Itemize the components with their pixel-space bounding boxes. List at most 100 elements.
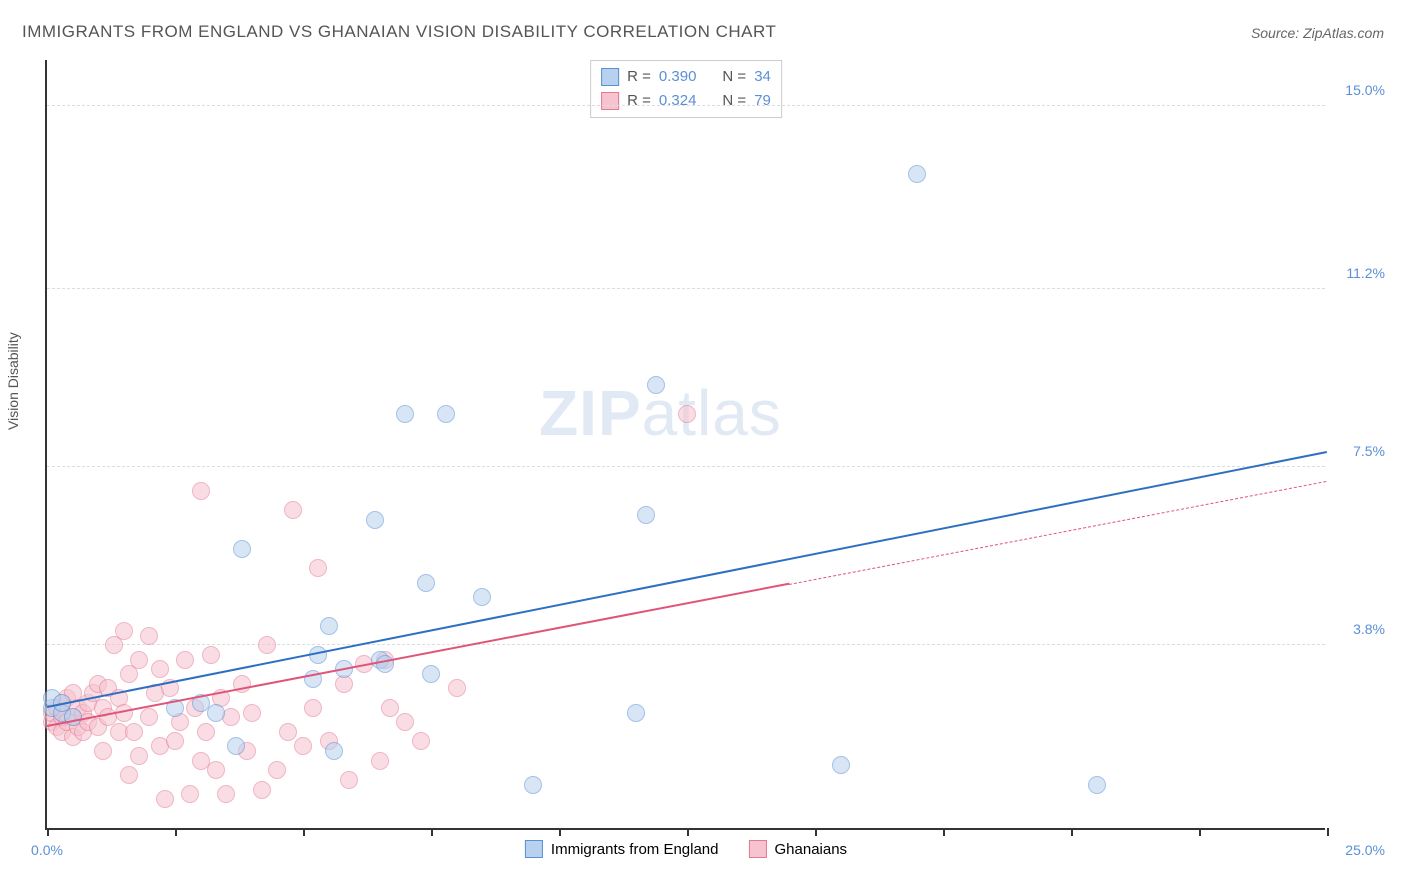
scatter-point-england — [908, 165, 926, 183]
scatter-point-england — [233, 540, 251, 558]
scatter-point-ghana — [115, 622, 133, 640]
chart-title: IMMIGRANTS FROM ENGLAND VS GHANAIAN VISI… — [22, 22, 776, 42]
x-tick — [559, 828, 561, 836]
scatter-point-ghana — [294, 737, 312, 755]
plot-area: ZIPatlas R = 0.390 N = 34 R = 0.324 N = … — [45, 60, 1325, 830]
scatter-point-ghana — [181, 785, 199, 803]
scatter-point-england — [647, 376, 665, 394]
x-tick — [47, 828, 49, 836]
watermark-bold: ZIP — [539, 377, 642, 449]
n-value-ghana: 79 — [754, 89, 771, 113]
scatter-point-ghana — [412, 732, 430, 750]
scatter-point-england — [1088, 776, 1106, 794]
scatter-point-ghana — [202, 646, 220, 664]
trend-line-england — [47, 451, 1327, 708]
x-tick-label: 0.0% — [31, 842, 63, 858]
scatter-point-ghana — [130, 747, 148, 765]
swatch-ghana — [601, 92, 619, 110]
scatter-point-ghana — [284, 501, 302, 519]
scatter-point-ghana — [217, 785, 235, 803]
scatter-point-ghana — [253, 781, 271, 799]
legend-row-ghana: R = 0.324 N = 79 — [601, 89, 771, 113]
scatter-point-ghana — [140, 708, 158, 726]
scatter-point-england — [366, 511, 384, 529]
scatter-point-ghana — [340, 771, 358, 789]
r-label: R = — [627, 65, 651, 89]
x-tick — [303, 828, 305, 836]
scatter-point-ghana — [140, 627, 158, 645]
scatter-point-ghana — [309, 559, 327, 577]
scatter-point-england — [524, 776, 542, 794]
x-tick-label: 25.0% — [1345, 842, 1385, 858]
y-tick-label: 3.8% — [1353, 621, 1385, 637]
scatter-point-ghana — [279, 723, 297, 741]
correlation-legend: R = 0.390 N = 34 R = 0.324 N = 79 — [590, 60, 782, 118]
scatter-point-ghana — [268, 761, 286, 779]
x-tick — [687, 828, 689, 836]
grid-line — [47, 466, 1325, 467]
x-tick — [815, 828, 817, 836]
scatter-point-ghana — [207, 761, 225, 779]
grid-line — [47, 644, 1325, 645]
y-tick-label: 15.0% — [1345, 82, 1385, 98]
scatter-point-england — [207, 704, 225, 722]
scatter-point-ghana — [192, 482, 210, 500]
n-label: N = — [722, 89, 746, 113]
scatter-point-ghana — [120, 766, 138, 784]
scatter-point-england — [627, 704, 645, 722]
scatter-point-ghana — [448, 679, 466, 697]
scatter-point-ghana — [371, 752, 389, 770]
n-label: N = — [722, 65, 746, 89]
scatter-point-england — [320, 617, 338, 635]
x-tick — [175, 828, 177, 836]
scatter-point-england — [396, 405, 414, 423]
x-tick — [1199, 828, 1201, 836]
grid-line — [47, 288, 1325, 289]
scatter-point-ghana — [304, 699, 322, 717]
scatter-point-ghana — [166, 732, 184, 750]
scatter-point-england — [64, 708, 82, 726]
grid-line — [47, 105, 1325, 106]
scatter-point-ghana — [396, 713, 414, 731]
x-tick — [431, 828, 433, 836]
trend-line-ghana-extrapolated — [789, 481, 1327, 585]
scatter-point-england — [325, 742, 343, 760]
n-value-england: 34 — [754, 65, 771, 89]
scatter-point-ghana — [94, 742, 112, 760]
scatter-point-england — [227, 737, 245, 755]
y-tick-label: 11.2% — [1346, 265, 1385, 281]
scatter-point-england — [437, 405, 455, 423]
source-attribution: Source: ZipAtlas.com — [1251, 25, 1384, 41]
legend-label-england: Immigrants from England — [551, 841, 719, 858]
scatter-point-ghana — [197, 723, 215, 741]
scatter-point-ghana — [381, 699, 399, 717]
swatch-england — [601, 68, 619, 86]
scatter-point-ghana — [243, 704, 261, 722]
x-tick — [1327, 828, 1329, 836]
scatter-point-ghana — [222, 708, 240, 726]
swatch-england-icon — [525, 840, 543, 858]
r-value-ghana: 0.324 — [659, 89, 697, 113]
legend-item-england: Immigrants from England — [525, 840, 719, 858]
r-value-england: 0.390 — [659, 65, 697, 89]
x-tick — [943, 828, 945, 836]
legend-row-england: R = 0.390 N = 34 — [601, 65, 771, 89]
r-label: R = — [627, 89, 651, 113]
scatter-point-ghana — [125, 723, 143, 741]
scatter-point-ghana — [176, 651, 194, 669]
y-axis-label: Vision Disability — [5, 332, 21, 430]
swatch-ghana-icon — [749, 840, 767, 858]
chart-container: IMMIGRANTS FROM ENGLAND VS GHANAIAN VISI… — [0, 0, 1406, 892]
scatter-point-england — [422, 665, 440, 683]
legend-label-ghana: Ghanaians — [775, 841, 848, 858]
scatter-point-england — [637, 506, 655, 524]
scatter-point-england — [832, 756, 850, 774]
legend-item-ghana: Ghanaians — [749, 840, 848, 858]
y-tick-label: 7.5% — [1353, 443, 1385, 459]
scatter-point-ghana — [151, 660, 169, 678]
scatter-point-ghana — [258, 636, 276, 654]
scatter-point-ghana — [156, 790, 174, 808]
x-tick — [1071, 828, 1073, 836]
scatter-point-england — [417, 574, 435, 592]
trend-line-ghana — [47, 583, 790, 727]
